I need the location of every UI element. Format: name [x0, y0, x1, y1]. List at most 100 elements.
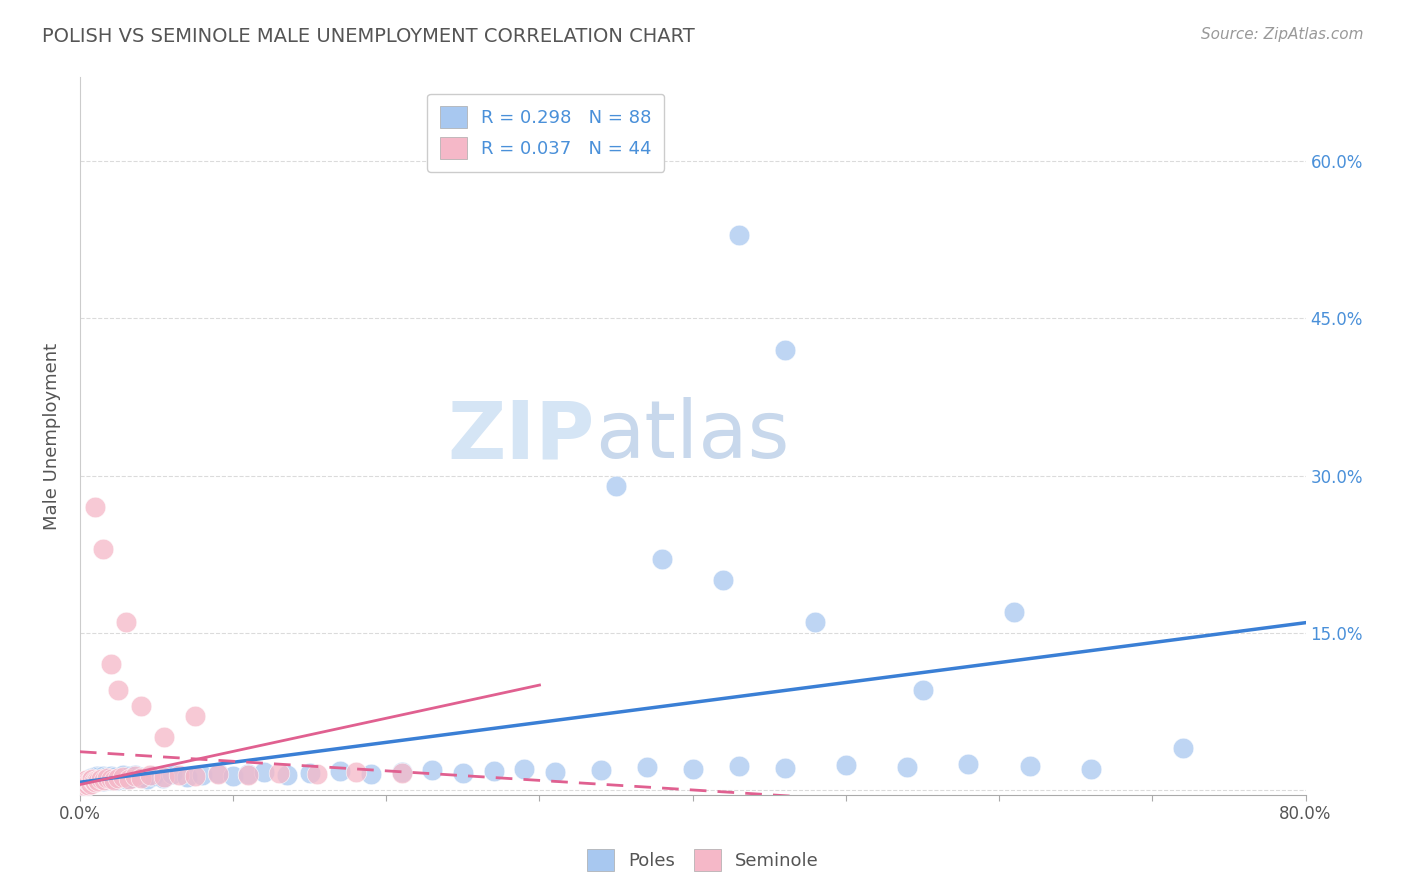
Point [108, 772, 131, 786]
Point [86, 774, 108, 789]
Point [118, 772, 141, 787]
Point [82, 772, 104, 787]
Legend: R = 0.298   N = 88, R = 0.037   N = 44: R = 0.298 N = 88, R = 0.037 N = 44 [427, 94, 664, 172]
Point [114, 615, 136, 630]
Point [79, 773, 101, 788]
Point [77, 776, 100, 790]
Point [513, 762, 536, 776]
Point [76, 774, 98, 789]
Point [153, 770, 176, 784]
Point [87, 770, 110, 784]
Point [70, 780, 93, 794]
Point [420, 763, 443, 777]
Point [75, 775, 97, 789]
Point [93, 772, 115, 787]
Point [1171, 740, 1194, 755]
Point [91, 541, 114, 556]
Text: POLISH VS SEMINOLE MALE UNEMPLOYMENT CORRELATION CHART: POLISH VS SEMINOLE MALE UNEMPLOYMENT COR… [42, 27, 695, 45]
Point [139, 768, 162, 782]
Point [76, 778, 98, 792]
Point [82, 772, 104, 787]
Point [238, 768, 260, 782]
Point [1018, 758, 1040, 772]
Point [124, 769, 146, 783]
Point [1080, 762, 1102, 776]
Point [103, 773, 125, 788]
Text: atlas: atlas [595, 397, 789, 475]
Point [121, 772, 143, 786]
Point [636, 760, 658, 774]
Point [75, 774, 97, 789]
Point [93, 773, 115, 788]
Point [129, 698, 152, 713]
Point [76, 776, 98, 790]
Point [544, 764, 567, 779]
Point [804, 615, 827, 630]
Point [105, 773, 128, 788]
Point [142, 769, 165, 783]
Point [169, 768, 191, 782]
Point [727, 758, 749, 772]
Point [76, 775, 98, 789]
Point [73, 775, 96, 789]
Point [682, 762, 704, 776]
Point [73, 778, 96, 792]
Point [107, 772, 129, 786]
Point [238, 767, 260, 781]
Y-axis label: Male Unemployment: Male Unemployment [44, 343, 60, 530]
Point [89, 772, 111, 787]
Point [114, 772, 136, 787]
Point [191, 768, 214, 782]
Point [482, 764, 505, 778]
Point [773, 761, 796, 775]
Point [307, 767, 329, 781]
Point [129, 770, 152, 784]
Point [100, 772, 122, 787]
Point [727, 227, 749, 242]
Point [79, 772, 101, 786]
Point [77, 775, 100, 789]
Point [101, 772, 124, 787]
Point [73, 774, 96, 789]
Point [298, 766, 321, 780]
Point [83, 770, 105, 784]
Point [773, 343, 796, 357]
Point [90, 772, 112, 787]
Point [94, 770, 117, 784]
Point [184, 769, 207, 783]
Point [276, 768, 298, 782]
Point [86, 773, 108, 788]
Point [124, 768, 146, 782]
Text: ZIP: ZIP [447, 397, 595, 475]
Point [111, 770, 134, 784]
Point [100, 657, 122, 672]
Point [253, 764, 276, 779]
Point [329, 764, 352, 778]
Point [344, 764, 367, 779]
Text: Source: ZipAtlas.com: Source: ZipAtlas.com [1201, 27, 1364, 42]
Point [79, 773, 101, 788]
Point [152, 772, 174, 786]
Point [77, 774, 100, 789]
Point [82, 775, 104, 789]
Point [96, 772, 118, 786]
Point [75, 776, 97, 790]
Point [391, 764, 413, 779]
Point [957, 756, 980, 771]
Point [84, 500, 107, 514]
Point [160, 767, 183, 781]
Point [86, 769, 108, 783]
Point [87, 773, 110, 788]
Point [98, 772, 121, 786]
Point [84, 775, 107, 789]
Point [605, 479, 627, 493]
Point [100, 769, 122, 783]
Point [87, 774, 110, 789]
Point [111, 768, 134, 782]
Point [76, 778, 98, 792]
Point [72, 779, 94, 793]
Point [77, 772, 100, 787]
Point [267, 766, 290, 780]
Point [1002, 605, 1025, 619]
Point [911, 683, 934, 698]
